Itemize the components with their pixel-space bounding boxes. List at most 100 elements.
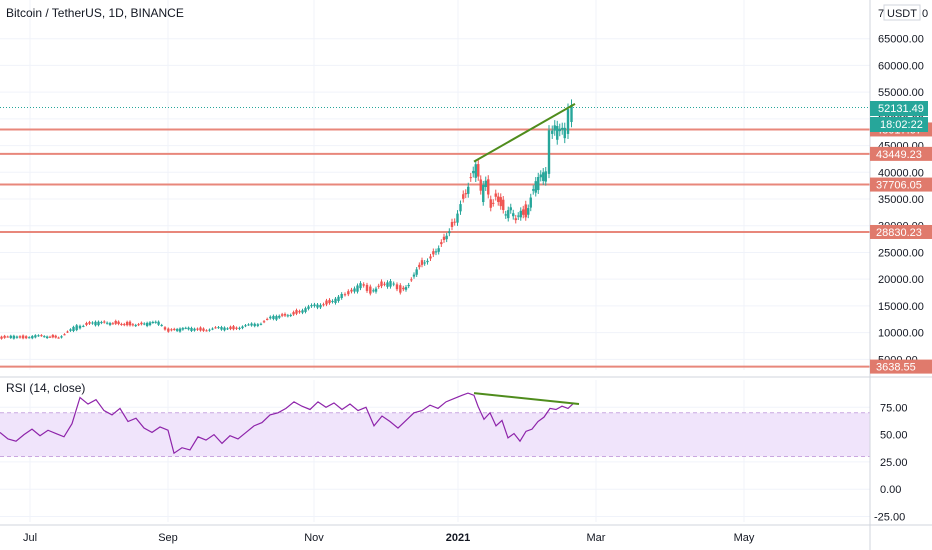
candle-body [383,283,386,285]
candle-body [60,336,63,338]
currency-label[interactable]: USDT [887,8,917,20]
price-axis[interactable]: 65000.0060000.0055000.0050000.0045000.00… [878,34,924,367]
candle-body [340,294,343,299]
candle-body [275,316,278,320]
candle-body [497,196,500,202]
candle-body [111,323,115,325]
candle-body [128,321,132,326]
candle-body [154,321,157,323]
candle-body [386,282,389,287]
candle-body [519,210,522,218]
candle-body [137,324,140,326]
candle-body [434,251,438,253]
candle-body [31,336,34,339]
candle-body [105,322,109,324]
candle-body [131,324,135,326]
price-tick-label: 25000.00 [878,247,924,259]
candlestick-series [0,99,573,340]
rsi-trendline[interactable] [473,392,580,406]
candle-body [40,335,43,337]
candle-body [196,328,199,330]
candle-body [492,202,495,204]
candle-body [561,127,564,130]
candle-body [556,126,559,140]
candle-body [532,189,535,191]
rsi-axis[interactable]: 75.00 50.00 25.00 0.00 -25.00 [874,402,908,523]
candle-body [420,260,424,265]
candle-body [442,236,446,240]
chart-title: Bitcoin / TetherUS, 1D, BINANCE [6,6,184,20]
candle-body [202,328,205,331]
candle-body [440,242,443,245]
candle-body [502,199,505,210]
candle-body [399,285,402,293]
candle-body [507,210,510,219]
candle-body [380,281,383,287]
level-tag [870,224,932,239]
candle-body [43,336,46,338]
price-tick-label: 55000.00 [878,87,924,99]
candle-body [167,328,170,332]
candle-body [37,335,40,337]
candle-body [199,327,202,331]
candle-body [229,326,232,330]
rsi-tick-label: 0.00 [880,484,901,496]
candle-body [63,334,66,336]
candle-body [517,215,520,217]
candle-body [170,329,173,331]
candle-body [51,335,55,338]
currency-box[interactable] [883,4,921,21]
price-trendline[interactable] [473,103,576,163]
candle-body [78,325,82,329]
candle-body [527,208,530,215]
candle-body [418,264,421,268]
candle-body [120,323,123,325]
price-tick-label: 40000.00 [878,167,924,179]
candle-body [353,288,356,292]
candle-body [487,179,490,195]
time-tick-label: Nov [304,532,324,544]
price-levels [0,128,870,368]
candle-body [445,235,448,240]
candle-body [570,104,573,122]
candle-body [437,248,440,252]
candle-body [474,164,477,178]
price-tick-label: 20000.00 [878,274,924,286]
candle-body [412,274,416,277]
candle-body [220,327,223,330]
candle-body [178,328,182,332]
candle-body [24,336,28,339]
candle-body [175,329,179,331]
candle-body [337,296,340,302]
candle-body [415,269,418,275]
candle-body [54,335,57,338]
candle-body [410,279,413,281]
time-tick-label: May [734,532,755,544]
time-axis[interactable]: Jul Sep Nov 2021 Mar May [23,532,755,544]
candle-body [34,335,37,338]
candle-body [464,193,467,195]
candle-body [15,336,19,338]
candle-body [69,329,72,331]
candle-body [477,164,480,177]
candle-body [566,109,570,134]
candle-body [272,315,275,319]
candle-body [72,326,75,332]
candle-body [432,251,435,255]
price-tick-label: 35000.00 [878,194,924,206]
rsi-band [0,412,870,457]
candle-body [551,130,554,134]
candle-body [304,308,307,312]
candle-body [187,327,190,330]
time-tick-label: Sep [158,532,178,544]
candle-body [544,171,547,182]
candle-body [143,323,146,325]
candle-body [190,327,193,331]
candle-body [404,287,408,290]
candle-body [238,327,241,329]
candle-body [316,304,319,308]
level-tag [870,359,932,374]
candle-body [372,290,375,292]
candle-body [509,207,512,211]
